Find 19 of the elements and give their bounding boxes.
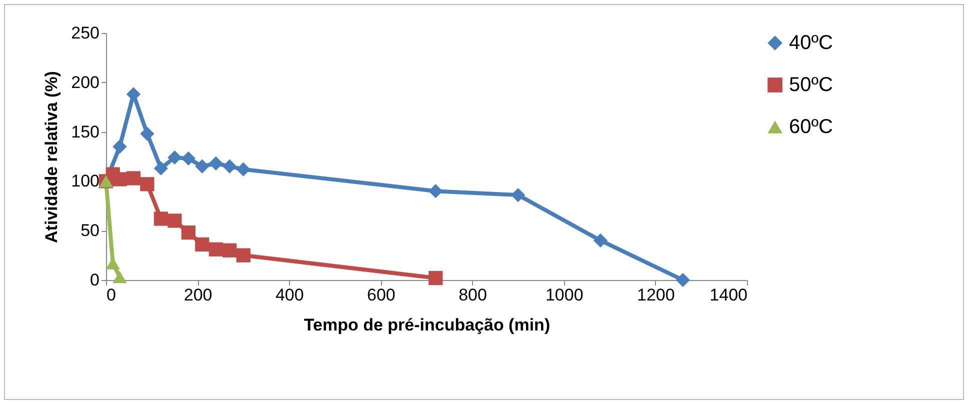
- x-tick-label: 0: [106, 286, 116, 304]
- x-tick-label: 400: [275, 286, 304, 304]
- legend-label: 40ºC: [789, 32, 833, 54]
- y-axis-title: Atividade relativa (%): [42, 71, 62, 243]
- x-tick-label: 800: [458, 286, 487, 304]
- x-tick-label: 600: [367, 286, 396, 304]
- y-tick-label: 200: [71, 72, 100, 92]
- legend-label: 50ºC: [789, 74, 833, 96]
- x-tick-label: 1000: [545, 286, 584, 304]
- x-tick-label: 1400: [710, 286, 748, 304]
- y-tick-label: 50: [80, 221, 100, 240]
- x-tick-label: 1200: [637, 286, 675, 304]
- x-axis-title: Tempo de pré-incubação (min): [304, 316, 550, 334]
- y-tick-label: 150: [71, 122, 100, 142]
- y-tick-label: 250: [71, 24, 100, 42]
- y-tick-label: 0: [90, 270, 100, 290]
- x-tick-label: 200: [184, 286, 212, 304]
- legend-label: 60ºC: [789, 116, 833, 138]
- y-tick-label: 100: [71, 172, 100, 191]
